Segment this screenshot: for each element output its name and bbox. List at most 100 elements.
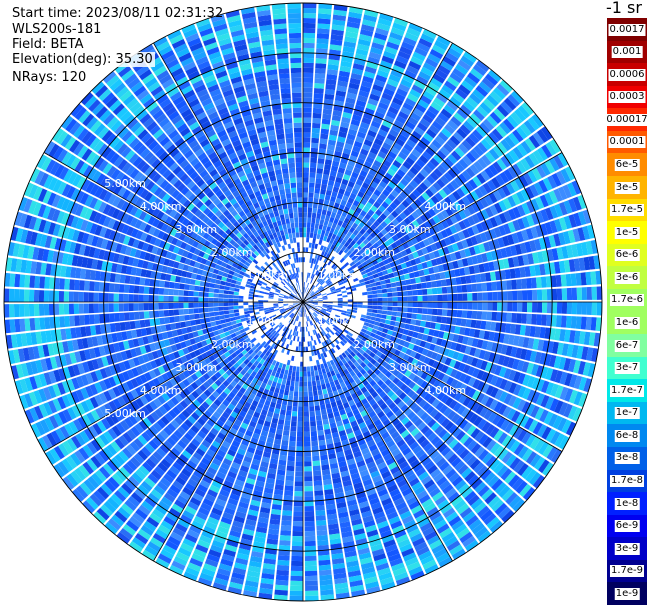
ray-gate: [320, 325, 325, 331]
ray-gate: [304, 316, 307, 322]
ray-gate: [490, 375, 499, 386]
ray-gate: [402, 302, 408, 307]
ray-gate: [318, 327, 322, 333]
ray-gate: [513, 443, 525, 456]
ray-gate: [511, 410, 521, 423]
ray-gate: [308, 336, 312, 342]
ray-gate: [210, 321, 217, 327]
ray-gate: [436, 476, 448, 487]
ray-gate: [43, 290, 50, 302]
ray-gate: [284, 369, 289, 376]
ray-gate: [343, 484, 354, 492]
ray-gate: [324, 377, 330, 384]
ray-gate: [297, 356, 301, 362]
ray-gate: [280, 383, 286, 390]
ray-gate: [466, 399, 476, 410]
ray-gate: [234, 312, 240, 317]
ray-gate: [338, 460, 347, 468]
ray-gate: [268, 298, 274, 301]
ray-gate: [368, 465, 378, 474]
ray-gate: [381, 342, 388, 349]
ray-gate: [303, 391, 308, 397]
ray-gate: [310, 308, 315, 312]
ray-gate: [304, 565, 318, 572]
ray-gate: [321, 341, 326, 348]
ray-gate: [480, 468, 492, 481]
ray-gate: [455, 445, 466, 456]
ray-gate: [478, 433, 489, 445]
ray-gate: [433, 547, 448, 559]
ray-gate: [285, 480, 294, 487]
ray-gate: [19, 274, 26, 288]
ray-gate: [374, 406, 383, 415]
ray-gate: [464, 471, 476, 483]
ray-gate: [360, 314, 367, 319]
ray-gate: [390, 431, 400, 440]
ray-gate: [586, 302, 593, 316]
ray-gate: [353, 367, 360, 375]
ray-gate: [346, 366, 353, 373]
ray-gate: [370, 316, 377, 321]
ray-gate: [292, 540, 303, 547]
ray-gate: [341, 397, 348, 405]
ray-gate: [456, 352, 465, 362]
ray-gate: [309, 406, 315, 412]
ray-gate: [573, 391, 583, 406]
ray-gate: [203, 302, 209, 308]
ray-gate: [410, 319, 417, 326]
ray-gate: [363, 342, 370, 349]
ray-gate: [393, 529, 407, 539]
ray-gate: [429, 322, 436, 330]
ray-gate: [14, 273, 21, 288]
ray-gate: [513, 460, 525, 473]
ray-gate: [340, 314, 346, 318]
ray-gate: [308, 401, 314, 407]
ray-gate: [401, 346, 408, 354]
ray-gate: [334, 339, 340, 345]
ray-gate: [482, 302, 488, 311]
ray-gate: [388, 366, 396, 374]
ray-gate: [8, 288, 15, 302]
ray-gate: [489, 399, 499, 411]
ray-gate: [507, 302, 513, 312]
ray-gate: [437, 372, 446, 381]
ray-gate: [73, 291, 79, 302]
ray-gate: [43, 303, 50, 316]
ray-gate: [248, 290, 255, 295]
ray-gate: [318, 369, 323, 376]
ray-gate: [350, 326, 357, 332]
ray-gate: [491, 311, 498, 321]
ray-gate: [344, 315, 351, 320]
ray-gate: [580, 316, 587, 330]
ray-gate: [546, 446, 558, 461]
ray-gate: [412, 445, 423, 455]
ray-gate: [128, 312, 135, 321]
ray-gate: [381, 497, 393, 507]
ray-gate: [548, 413, 558, 427]
ray-gate: [447, 333, 455, 341]
ray-gate: [424, 383, 433, 392]
ray-gate: [291, 375, 296, 382]
ray-gate: [314, 323, 318, 329]
ray-gate: [337, 320, 343, 325]
ray-gate: [332, 390, 339, 397]
ray-gate: [208, 307, 214, 312]
ray-gate: [291, 550, 303, 557]
ray-gate: [415, 449, 426, 459]
ray-gate: [38, 303, 45, 316]
ray-gate: [274, 584, 289, 591]
ray-gate: [398, 327, 405, 334]
ray-gate: [339, 521, 351, 529]
ray-gate: [320, 409, 327, 416]
ray-gate: [312, 313, 317, 318]
ray-gate: [283, 389, 289, 396]
ray-gate: [347, 331, 354, 337]
ray-gate: [317, 338, 322, 344]
ray-gate: [331, 308, 338, 311]
ray-gate: [173, 309, 180, 316]
ray-gate: [335, 323, 341, 329]
ray-gate: [313, 475, 322, 482]
ray-gate: [510, 346, 518, 358]
ray-gate: [445, 317, 452, 325]
ray-gate: [469, 347, 477, 357]
